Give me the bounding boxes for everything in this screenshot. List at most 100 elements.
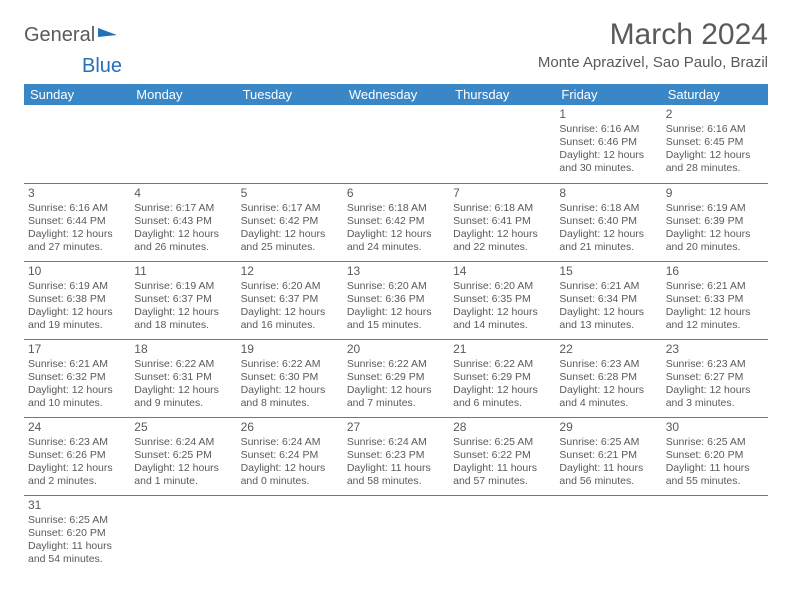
sunset-line: Sunset: 6:41 PM bbox=[453, 215, 551, 228]
calendar-day-cell: 17Sunrise: 6:21 AMSunset: 6:32 PMDayligh… bbox=[24, 339, 130, 417]
calendar-day-cell: 16Sunrise: 6:21 AMSunset: 6:33 PMDayligh… bbox=[662, 261, 768, 339]
month-title: March 2024 bbox=[538, 18, 768, 52]
daylight-line: Daylight: 12 hours and 20 minutes. bbox=[666, 228, 764, 254]
day-number: 27 bbox=[347, 420, 445, 435]
calendar-day-cell: 23Sunrise: 6:23 AMSunset: 6:27 PMDayligh… bbox=[662, 339, 768, 417]
sunset-line: Sunset: 6:37 PM bbox=[134, 293, 232, 306]
day-number: 21 bbox=[453, 342, 551, 357]
logo-flag-icon bbox=[97, 27, 119, 45]
weekday-header: Monday bbox=[130, 84, 236, 105]
daylight-line: Daylight: 12 hours and 25 minutes. bbox=[241, 228, 339, 254]
sunset-line: Sunset: 6:29 PM bbox=[347, 371, 445, 384]
daylight-line: Daylight: 12 hours and 14 minutes. bbox=[453, 306, 551, 332]
calendar-day-cell: 7Sunrise: 6:18 AMSunset: 6:41 PMDaylight… bbox=[449, 183, 555, 261]
weekday-header: Saturday bbox=[662, 84, 768, 105]
daylight-line: Daylight: 12 hours and 6 minutes. bbox=[453, 384, 551, 410]
calendar-empty-cell bbox=[237, 495, 343, 573]
sunrise-line: Sunrise: 6:19 AM bbox=[134, 280, 232, 293]
day-number: 17 bbox=[28, 342, 126, 357]
daylight-line: Daylight: 12 hours and 27 minutes. bbox=[28, 228, 126, 254]
daylight-line: Daylight: 12 hours and 10 minutes. bbox=[28, 384, 126, 410]
sunrise-line: Sunrise: 6:24 AM bbox=[241, 436, 339, 449]
sunset-line: Sunset: 6:27 PM bbox=[666, 371, 764, 384]
logo-text-blue: Blue bbox=[82, 55, 122, 77]
calendar-week-row: 1Sunrise: 6:16 AMSunset: 6:46 PMDaylight… bbox=[24, 105, 768, 183]
day-number: 23 bbox=[666, 342, 764, 357]
calendar-week-row: 17Sunrise: 6:21 AMSunset: 6:32 PMDayligh… bbox=[24, 339, 768, 417]
calendar-day-cell: 20Sunrise: 6:22 AMSunset: 6:29 PMDayligh… bbox=[343, 339, 449, 417]
daylight-line: Daylight: 12 hours and 2 minutes. bbox=[28, 462, 126, 488]
calendar-week-row: 31Sunrise: 6:25 AMSunset: 6:20 PMDayligh… bbox=[24, 495, 768, 573]
sunrise-line: Sunrise: 6:20 AM bbox=[241, 280, 339, 293]
calendar-day-cell: 3Sunrise: 6:16 AMSunset: 6:44 PMDaylight… bbox=[24, 183, 130, 261]
calendar-day-cell: 27Sunrise: 6:24 AMSunset: 6:23 PMDayligh… bbox=[343, 417, 449, 495]
day-number: 19 bbox=[241, 342, 339, 357]
sunset-line: Sunset: 6:35 PM bbox=[453, 293, 551, 306]
sunrise-line: Sunrise: 6:21 AM bbox=[559, 280, 657, 293]
daylight-line: Daylight: 12 hours and 22 minutes. bbox=[453, 228, 551, 254]
sunset-line: Sunset: 6:43 PM bbox=[134, 215, 232, 228]
calendar-day-cell: 26Sunrise: 6:24 AMSunset: 6:24 PMDayligh… bbox=[237, 417, 343, 495]
calendar-day-cell: 1Sunrise: 6:16 AMSunset: 6:46 PMDaylight… bbox=[555, 105, 661, 183]
weekday-header: Tuesday bbox=[237, 84, 343, 105]
sunrise-line: Sunrise: 6:18 AM bbox=[453, 202, 551, 215]
sunset-line: Sunset: 6:36 PM bbox=[347, 293, 445, 306]
sunrise-line: Sunrise: 6:24 AM bbox=[134, 436, 232, 449]
day-number: 15 bbox=[559, 264, 657, 279]
calendar-empty-cell bbox=[449, 495, 555, 573]
calendar-table: SundayMondayTuesdayWednesdayThursdayFrid… bbox=[24, 84, 768, 573]
sunrise-line: Sunrise: 6:25 AM bbox=[559, 436, 657, 449]
calendar-day-cell: 15Sunrise: 6:21 AMSunset: 6:34 PMDayligh… bbox=[555, 261, 661, 339]
calendar-empty-cell bbox=[555, 495, 661, 573]
sunset-line: Sunset: 6:31 PM bbox=[134, 371, 232, 384]
sunrise-line: Sunrise: 6:22 AM bbox=[347, 358, 445, 371]
weekday-header-row: SundayMondayTuesdayWednesdayThursdayFrid… bbox=[24, 84, 768, 105]
sunset-line: Sunset: 6:24 PM bbox=[241, 449, 339, 462]
calendar-empty-cell bbox=[130, 495, 236, 573]
calendar-empty-cell bbox=[130, 105, 236, 183]
weekday-header: Wednesday bbox=[343, 84, 449, 105]
day-number: 6 bbox=[347, 186, 445, 201]
sunrise-line: Sunrise: 6:22 AM bbox=[134, 358, 232, 371]
sunrise-line: Sunrise: 6:20 AM bbox=[347, 280, 445, 293]
calendar-day-cell: 25Sunrise: 6:24 AMSunset: 6:25 PMDayligh… bbox=[130, 417, 236, 495]
weekday-header: Sunday bbox=[24, 84, 130, 105]
sunrise-line: Sunrise: 6:18 AM bbox=[347, 202, 445, 215]
day-number: 20 bbox=[347, 342, 445, 357]
day-number: 28 bbox=[453, 420, 551, 435]
sunrise-line: Sunrise: 6:16 AM bbox=[28, 202, 126, 215]
sunrise-line: Sunrise: 6:23 AM bbox=[559, 358, 657, 371]
sunset-line: Sunset: 6:45 PM bbox=[666, 136, 764, 149]
calendar-day-cell: 30Sunrise: 6:25 AMSunset: 6:20 PMDayligh… bbox=[662, 417, 768, 495]
daylight-line: Daylight: 12 hours and 18 minutes. bbox=[134, 306, 232, 332]
daylight-line: Daylight: 12 hours and 8 minutes. bbox=[241, 384, 339, 410]
sunrise-line: Sunrise: 6:22 AM bbox=[453, 358, 551, 371]
day-number: 4 bbox=[134, 186, 232, 201]
day-number: 2 bbox=[666, 107, 764, 122]
location: Monte Aprazivel, Sao Paulo, Brazil bbox=[538, 54, 768, 71]
sunset-line: Sunset: 6:40 PM bbox=[559, 215, 657, 228]
sunset-line: Sunset: 6:44 PM bbox=[28, 215, 126, 228]
calendar-day-cell: 13Sunrise: 6:20 AMSunset: 6:36 PMDayligh… bbox=[343, 261, 449, 339]
sunset-line: Sunset: 6:37 PM bbox=[241, 293, 339, 306]
sunset-line: Sunset: 6:23 PM bbox=[347, 449, 445, 462]
daylight-line: Daylight: 12 hours and 28 minutes. bbox=[666, 149, 764, 175]
sunset-line: Sunset: 6:25 PM bbox=[134, 449, 232, 462]
sunrise-line: Sunrise: 6:16 AM bbox=[559, 123, 657, 136]
calendar-day-cell: 28Sunrise: 6:25 AMSunset: 6:22 PMDayligh… bbox=[449, 417, 555, 495]
calendar-day-cell: 8Sunrise: 6:18 AMSunset: 6:40 PMDaylight… bbox=[555, 183, 661, 261]
sunrise-line: Sunrise: 6:25 AM bbox=[666, 436, 764, 449]
daylight-line: Daylight: 11 hours and 56 minutes. bbox=[559, 462, 657, 488]
day-number: 13 bbox=[347, 264, 445, 279]
sunset-line: Sunset: 6:21 PM bbox=[559, 449, 657, 462]
sunrise-line: Sunrise: 6:21 AM bbox=[666, 280, 764, 293]
day-number: 8 bbox=[559, 186, 657, 201]
daylight-line: Daylight: 12 hours and 26 minutes. bbox=[134, 228, 232, 254]
sunset-line: Sunset: 6:32 PM bbox=[28, 371, 126, 384]
day-number: 10 bbox=[28, 264, 126, 279]
daylight-line: Daylight: 12 hours and 3 minutes. bbox=[666, 384, 764, 410]
sunrise-line: Sunrise: 6:21 AM bbox=[28, 358, 126, 371]
daylight-line: Daylight: 12 hours and 1 minute. bbox=[134, 462, 232, 488]
calendar-empty-cell bbox=[343, 495, 449, 573]
day-number: 14 bbox=[453, 264, 551, 279]
